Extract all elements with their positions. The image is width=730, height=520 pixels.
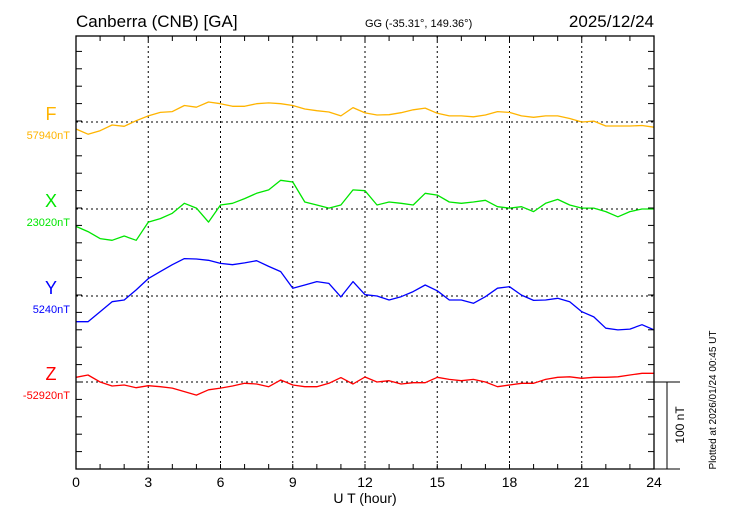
plotted-at: Plotted at 2026/01/24 00:45 UT [708, 331, 719, 470]
x-tick-label: 0 [72, 474, 80, 490]
series-labels: F 57940nT X 23020nT Y 5240nT Z -52920nT [23, 104, 70, 402]
component-label-f: F [46, 104, 57, 124]
series-line-f [75, 101, 655, 135]
plot-date: 2025/12/24 [569, 12, 654, 31]
component-label-x: X [45, 191, 57, 211]
series-group [75, 101, 655, 396]
x-tick-label: 18 [502, 474, 518, 490]
series-line-x [75, 179, 654, 241]
baseline-label-f: 57940nT [27, 130, 71, 142]
component-label-z: Z [46, 364, 57, 384]
series-line-z [75, 372, 654, 396]
scale-bar-label: 100 nT [673, 406, 687, 444]
baseline-label-z: -52920nT [23, 390, 70, 402]
station-title: Canberra (CNB) [GA] [76, 12, 238, 31]
x-tick-label: 21 [574, 474, 590, 490]
axes [75, 35, 655, 470]
x-tick-label: 9 [289, 474, 297, 490]
x-tick-label: 24 [646, 474, 662, 490]
scale-bar: 100 nT [654, 381, 687, 470]
component-label-y: Y [45, 278, 57, 298]
station-coords: GG (-35.31°, 149.36°) [365, 18, 472, 30]
grid-lines [76, 36, 654, 469]
x-tick-label: 12 [357, 474, 373, 490]
baseline-label-y: 5240nT [33, 304, 71, 316]
baseline-label-x: 23020nT [27, 217, 71, 229]
x-tick-label: 3 [144, 474, 152, 490]
x-tick-label: 6 [217, 474, 225, 490]
x-tick-labels: 0 3 6 9 12 15 18 21 24 [72, 474, 662, 490]
x-axis-label: U T (hour) [333, 490, 396, 506]
series-line-y [76, 257, 655, 331]
x-tick-label: 15 [429, 474, 445, 490]
